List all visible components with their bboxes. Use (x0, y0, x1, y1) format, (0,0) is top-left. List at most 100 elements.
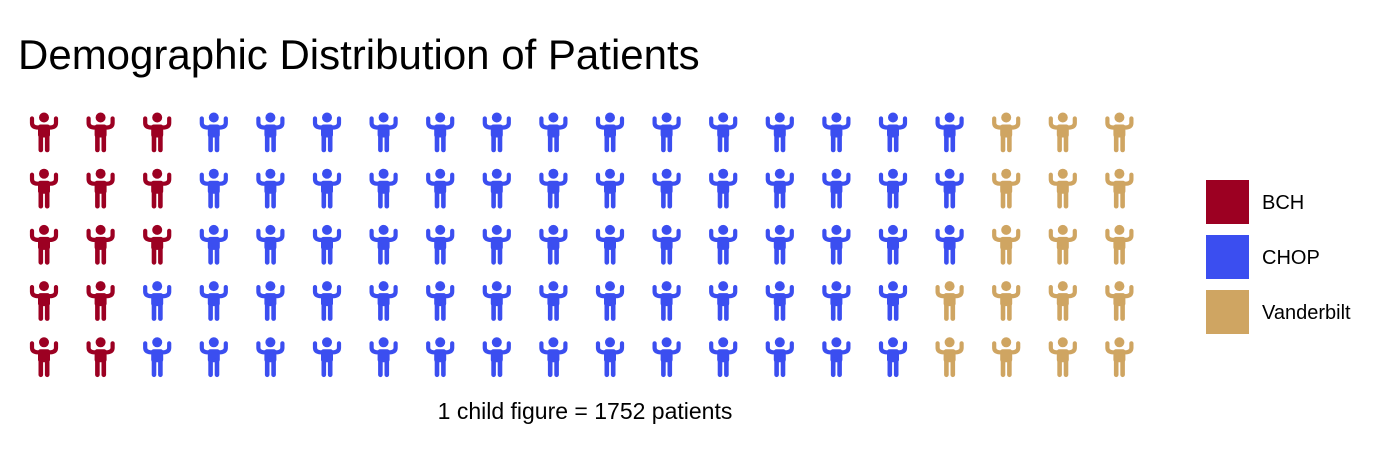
child-icon-chop (878, 337, 908, 378)
child-icon-chop (426, 337, 455, 378)
child-icon-chop (426, 168, 455, 209)
legend-label-chop: CHOP (1262, 247, 1320, 269)
child-icon-vanderbilt (1105, 281, 1134, 321)
legend-label-bch: BCH (1262, 192, 1305, 214)
child-icon-chop (822, 168, 851, 209)
child-icon-chop (482, 112, 511, 153)
child-icon-chop (822, 112, 851, 153)
child-icon-chop (539, 224, 568, 265)
pictogram-grid (29, 112, 1134, 378)
child-icon-chop (935, 168, 964, 209)
child-icon-bch (86, 168, 115, 209)
child-icon-chop (312, 281, 342, 321)
child-icon-chop (652, 112, 681, 153)
child-icon-bch (86, 281, 115, 321)
child-icon-vanderbilt (935, 281, 964, 321)
child-icon-chop (765, 168, 794, 209)
child-icon-vanderbilt (1105, 224, 1134, 265)
child-icon-vanderbilt (992, 281, 1021, 321)
child-icon-chop (652, 337, 681, 378)
legend-swatch-vanderbilt (1206, 290, 1249, 334)
child-icon-vanderbilt (1105, 112, 1134, 153)
child-icon-chop (765, 224, 794, 265)
child-icon-chop (256, 112, 285, 153)
child-icon-chop (199, 281, 228, 321)
legend-label-vanderbilt: Vanderbilt (1262, 302, 1351, 324)
child-icon-vanderbilt (1048, 168, 1077, 209)
child-icon-chop (199, 168, 228, 209)
child-icon-chop (709, 337, 738, 378)
child-icon-vanderbilt (992, 337, 1021, 378)
child-icon-bch (143, 112, 172, 153)
legend-swatch-chop (1206, 235, 1249, 279)
child-icon-chop (822, 281, 851, 321)
child-icon-chop (312, 112, 342, 153)
child-icon-chop (595, 112, 625, 153)
child-icon-chop (935, 224, 964, 265)
child-icon-chop (878, 224, 908, 265)
child-icon-chop (426, 224, 455, 265)
child-icon-chop (482, 281, 511, 321)
child-icon-chop (256, 168, 285, 209)
child-icon-vanderbilt (992, 168, 1021, 209)
child-icon-chop (709, 224, 738, 265)
child-icon-chop (765, 337, 794, 378)
child-icon-chop (765, 281, 794, 321)
child-icon-chop (595, 281, 625, 321)
child-icon-chop (256, 281, 285, 321)
child-icon-chop (539, 112, 568, 153)
unit-caption: 1 child figure = 1752 patients (437, 398, 733, 424)
child-icon-chop (143, 281, 172, 321)
child-icon-chop (482, 168, 511, 209)
child-icon-vanderbilt (1048, 112, 1077, 153)
child-icon-chop (539, 281, 568, 321)
child-icon-bch (29, 337, 59, 378)
child-icon-chop (199, 224, 228, 265)
child-icon-chop (652, 224, 681, 265)
child-icon-chop (426, 281, 455, 321)
child-icon-bch (86, 224, 115, 265)
child-icon-bch (86, 112, 115, 153)
child-icon-chop (369, 112, 398, 153)
child-icon-chop (822, 224, 851, 265)
legend-swatch-bch (1206, 180, 1249, 224)
child-icon-chop (312, 168, 342, 209)
child-icon-chop (539, 337, 568, 378)
child-icon-chop (709, 281, 738, 321)
child-icon-chop (312, 337, 342, 378)
child-icon-chop (143, 337, 172, 378)
child-icon-chop (312, 224, 342, 265)
child-icon-chop (595, 224, 625, 265)
child-icon-chop (369, 337, 398, 378)
child-icon-bch (29, 112, 59, 153)
child-icon-chop (369, 168, 398, 209)
child-icon-chop (822, 337, 851, 378)
chart-title: Demographic Distribution of Patients (18, 31, 700, 78)
child-icon-chop (369, 224, 398, 265)
child-icon-chop (199, 112, 228, 153)
child-icon-bch (29, 168, 59, 209)
child-icon-chop (652, 168, 681, 209)
child-icon-chop (369, 281, 398, 321)
child-icon-vanderbilt (992, 224, 1021, 265)
child-icon-vanderbilt (1048, 337, 1077, 378)
child-icon-chop (482, 224, 511, 265)
child-icon-chop (765, 112, 794, 153)
child-icon-bch (143, 168, 172, 209)
child-icon-chop (539, 168, 568, 209)
child-icon-chop (935, 112, 964, 153)
child-icon-chop (426, 112, 455, 153)
child-icon-chop (652, 281, 681, 321)
child-icon-vanderbilt (1048, 281, 1077, 321)
child-icon-bch (143, 224, 172, 265)
child-icon-chop (878, 281, 908, 321)
child-icon-vanderbilt (992, 112, 1021, 153)
child-icon-chop (595, 168, 625, 209)
child-icon-bch (86, 337, 115, 378)
child-icon-vanderbilt (1105, 168, 1134, 209)
child-icon-chop (256, 224, 285, 265)
child-icon-bch (29, 224, 59, 265)
child-icon-chop (878, 168, 908, 209)
child-icon-vanderbilt (1105, 337, 1134, 378)
child-icon-chop (709, 112, 738, 153)
